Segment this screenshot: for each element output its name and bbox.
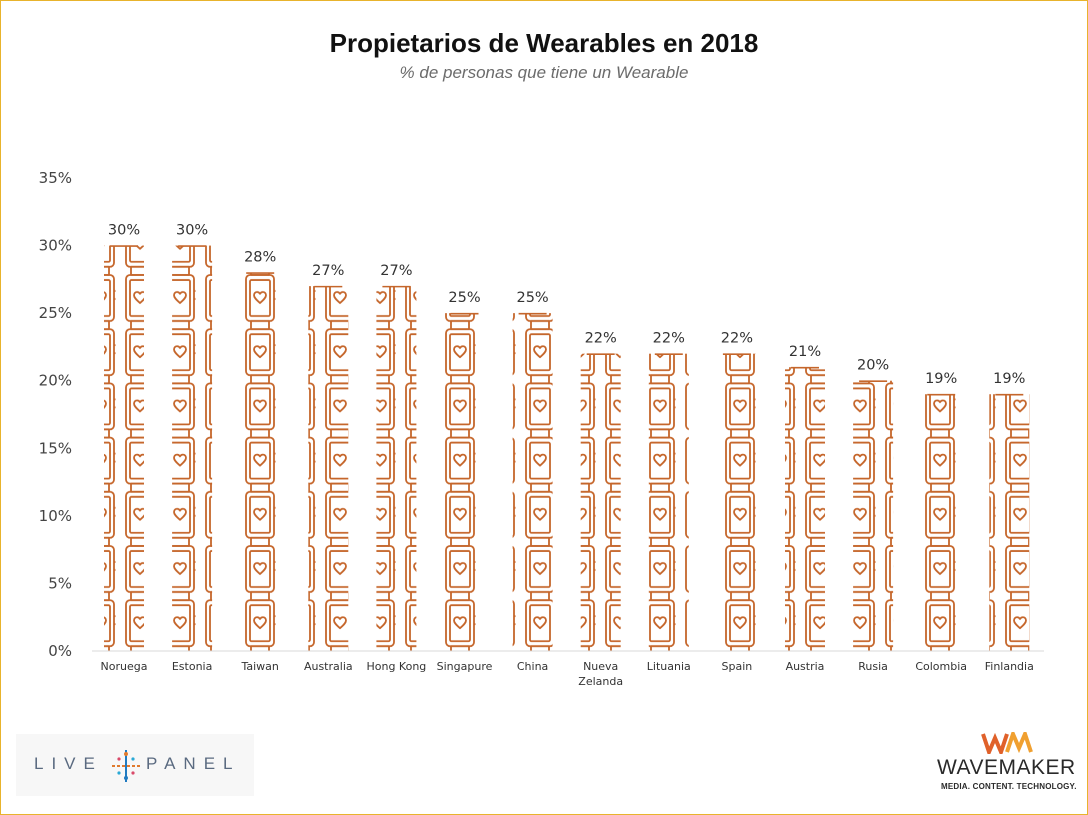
data-label: 22% [721, 331, 753, 347]
x-tick-label-line: Singapure [437, 660, 493, 673]
data-labels: 30% 30% 28% 27% 27% 25% 25% 22% 22% 22% 21% 20% 19% 1… [108, 223, 1026, 388]
bar [240, 272, 281, 651]
y-tick-label: 0% [48, 642, 72, 660]
bar [512, 313, 553, 651]
data-label: 22% [653, 331, 685, 347]
y-tick-label: 30% [39, 237, 72, 255]
x-tick-label: Estonia [172, 660, 213, 673]
bar [104, 245, 144, 652]
y-tick-label: 20% [39, 372, 72, 390]
x-tick-label-line: Hong Kong [366, 660, 426, 673]
y-tick-label: 10% [39, 507, 72, 525]
x-tick-label: Spain [722, 660, 753, 673]
x-tick-label-line: Nueva [583, 660, 618, 673]
data-label: 27% [312, 263, 344, 279]
category-labels: Noruega Estonia Taiwan Australia Hong Kong Si… [101, 660, 1034, 688]
x-tick-label-line: Taiwan [240, 660, 278, 673]
y-tick-label: 15% [39, 439, 72, 457]
bar [853, 380, 894, 651]
data-label: 27% [380, 263, 412, 279]
x-tick-label-line: Rusia [858, 660, 888, 673]
data-label: 30% [176, 223, 208, 239]
wavemaker-name: WAVEMAKER [937, 756, 1076, 779]
x-tick-label-line: Australia [304, 660, 353, 673]
x-tick-label: Lituania [647, 660, 691, 673]
data-label: 28% [244, 250, 276, 266]
y-tick-label: 5% [48, 574, 72, 592]
wavemaker-wm-icon [981, 732, 1033, 754]
x-tick-label-line: Estonia [172, 660, 213, 673]
x-tick-label: Austria [786, 660, 825, 673]
livepanel-logo-text-right: PANEL [146, 754, 241, 773]
data-label: 19% [925, 371, 957, 387]
x-tick-label: China [517, 660, 548, 673]
bar [172, 245, 213, 652]
x-tick-label: Hong Kong [366, 660, 426, 673]
x-tick-label-line: China [517, 660, 548, 673]
livepanel-star-icon [112, 750, 140, 782]
wavemaker-logo: WAVEMAKER MEDIA. CONTENT. TECHNOLOGY. [935, 732, 1077, 794]
x-tick-label-line: Lituania [647, 660, 691, 673]
bar [785, 367, 825, 651]
data-label: 25% [516, 290, 548, 306]
livepanel-logo: LIVE PANEL [16, 734, 254, 796]
bars [104, 245, 1030, 652]
chart-subtitle: % de personas que tiene un Wearable [399, 63, 689, 82]
chart-title: Propietarios de Wearables en 2018 [329, 28, 759, 58]
x-tick-label: Australia [304, 660, 353, 673]
x-tick-label: Colombia [915, 660, 967, 673]
x-tick-label: Noruega [101, 660, 148, 673]
y-tick-label: 35% [39, 169, 72, 187]
bar [921, 394, 962, 651]
bar [648, 353, 689, 651]
x-tick-label-line: Colombia [915, 660, 967, 673]
bar [989, 394, 1030, 651]
bar [716, 353, 757, 651]
x-tick-label: Singapure [437, 660, 493, 673]
bar [376, 286, 417, 651]
x-tick-label-line: Noruega [101, 660, 148, 673]
x-tick-label: Taiwan [240, 660, 278, 673]
livepanel-logo-text-left: LIVE [34, 754, 103, 773]
data-label: 20% [857, 358, 889, 374]
x-tick-label: Nueva Zelanda [578, 660, 623, 688]
x-tick-label-line: Finlandia [985, 660, 1034, 673]
x-tick-label-line: Spain [722, 660, 753, 673]
x-tick-label-line: Zelanda [578, 675, 623, 688]
y-axis: 0% 5% 10% 15% 20% 25% 30% 35% [39, 169, 72, 660]
x-tick-label: Finlandia [985, 660, 1034, 673]
data-label: 21% [789, 344, 821, 360]
x-tick-label-line: Austria [786, 660, 825, 673]
bar [444, 313, 485, 651]
data-label: 30% [108, 223, 140, 239]
y-tick-label: 25% [39, 304, 72, 322]
bar [308, 286, 349, 651]
data-label: 25% [448, 290, 480, 306]
chart-plot: 0% 5% 10% 15% 20% 25% 30% 35% 30% 30% 28% 27% 27% 25… [39, 169, 1044, 688]
bar [580, 353, 621, 651]
data-label: 19% [993, 371, 1025, 387]
wavemaker-tagline: MEDIA. CONTENT. TECHNOLOGY. [941, 782, 1077, 791]
x-tick-label: Rusia [858, 660, 888, 673]
data-label: 22% [585, 331, 617, 347]
